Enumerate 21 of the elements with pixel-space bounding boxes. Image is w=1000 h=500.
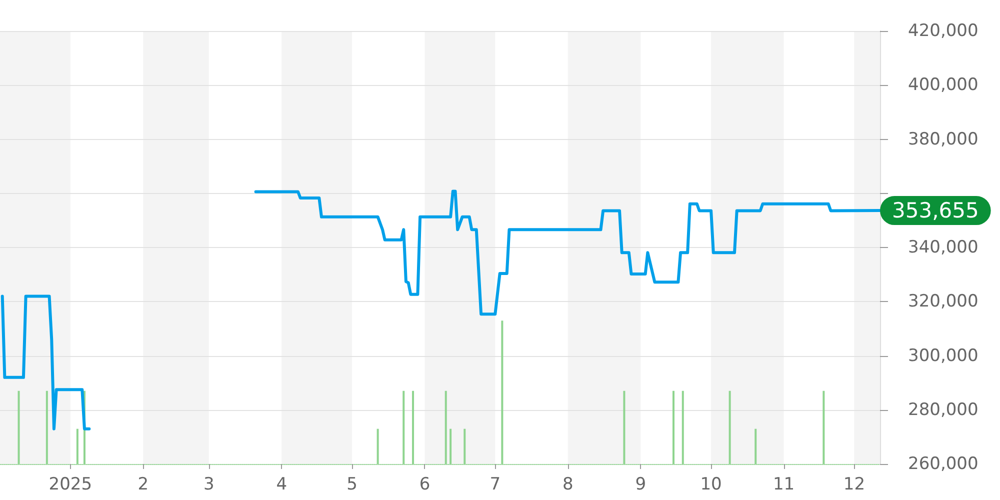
x-tick-label: 12	[843, 474, 866, 494]
data-label: 353,655	[892, 198, 979, 223]
y-tick-label: 400,000	[908, 75, 978, 96]
x-tick-label: 3	[203, 474, 214, 494]
x-tick-label: 8	[562, 474, 574, 494]
y-tick-label: 280,000	[908, 400, 978, 420]
y-tick-label: 320,000	[908, 292, 978, 312]
x-tick-label: 2025	[48, 474, 92, 494]
y-tick-label: 300,000	[908, 346, 978, 366]
y-tick-label: 380,000	[908, 129, 978, 150]
x-tick-label: 10	[700, 474, 722, 494]
y-tick-label: 420,000	[908, 21, 978, 41]
x-tick-label: 11	[772, 474, 795, 494]
x-tick-label: 5	[346, 474, 358, 494]
x-tick-label: 9	[635, 474, 646, 494]
x-tick-label: 2	[138, 474, 149, 494]
y-tick-label: 260,000	[908, 454, 978, 474]
x-tick-label: 7	[490, 474, 501, 494]
y-tick-label: 340,000	[908, 238, 978, 258]
x-tick-label: 4	[276, 474, 288, 494]
x-tick-label: 6	[419, 474, 430, 494]
